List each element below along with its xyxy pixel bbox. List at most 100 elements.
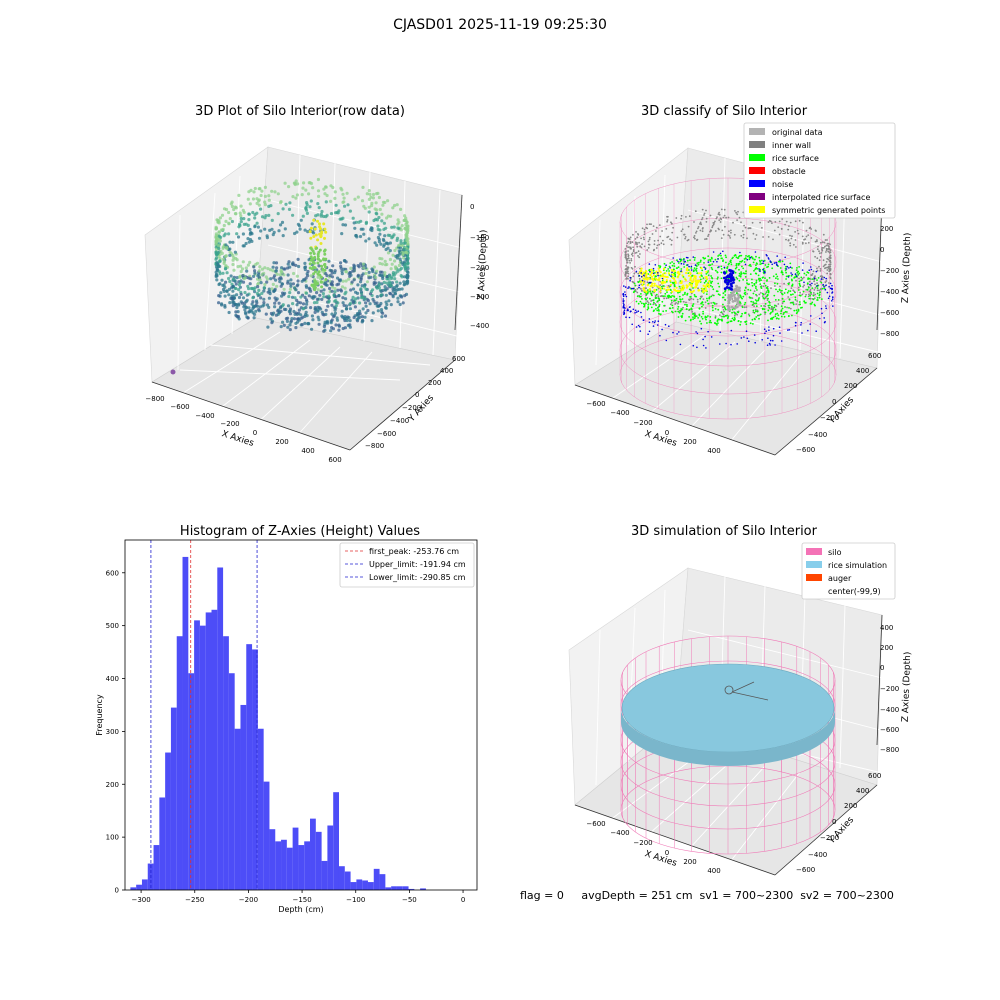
rice-surface-point — [742, 267, 745, 270]
raw-point — [393, 277, 397, 281]
histogram-bar — [141, 879, 148, 890]
inner-wall-point — [704, 238, 706, 241]
raw-point — [306, 322, 310, 326]
z-tick-label: −100 — [470, 234, 489, 242]
raw-point — [364, 271, 368, 275]
original-point — [736, 293, 740, 297]
rice-surface-point — [733, 319, 736, 322]
symmetric-point — [652, 279, 655, 282]
rice-surface-point — [716, 290, 719, 293]
rice-surface-point — [758, 297, 760, 299]
raw-point — [343, 223, 348, 227]
raw-point — [325, 213, 329, 217]
raw-point — [392, 225, 396, 229]
noise-point — [809, 283, 811, 286]
rice-surface-point — [705, 318, 707, 321]
raw-point — [331, 185, 335, 190]
rice-surface-point — [709, 284, 712, 287]
noise-point — [784, 256, 786, 259]
rice-surface-point — [720, 254, 722, 257]
rice-surface-point — [821, 298, 823, 300]
raw-point — [214, 257, 218, 261]
x-tick-label: −800 — [145, 395, 164, 403]
raw-point — [392, 273, 396, 277]
inner-wall-point — [671, 231, 674, 234]
symmetric-point — [642, 271, 645, 274]
rice-surface-point — [735, 264, 738, 267]
inner-wall-point — [781, 218, 784, 220]
rice-surface-point — [671, 307, 674, 309]
raw-point — [406, 265, 410, 269]
raw-point — [287, 294, 291, 299]
rice-surface-point — [806, 289, 809, 291]
raw-point — [220, 303, 224, 307]
histogram-bar — [286, 847, 293, 890]
noise-point — [722, 250, 724, 253]
inner-wall-point — [640, 246, 643, 249]
legend-swatch — [749, 141, 765, 148]
raw-point — [294, 288, 298, 292]
inner-wall-point — [699, 229, 702, 232]
inner-wall-point — [667, 284, 670, 287]
x-tick-label: −200 — [239, 896, 258, 904]
rice-surface-point — [738, 272, 741, 275]
noise-point — [700, 327, 703, 330]
grid-line — [204, 192, 216, 351]
noise-point — [692, 256, 695, 258]
raw-point — [228, 301, 232, 305]
raw-point — [225, 247, 229, 251]
raw-point — [364, 311, 368, 315]
rice-surface-point — [735, 263, 738, 265]
symmetric-point — [648, 288, 651, 291]
inner-wall-point — [827, 248, 829, 251]
rice-surface-point — [684, 303, 686, 306]
inner-wall-point — [648, 236, 651, 239]
inner-wall-point — [794, 220, 797, 223]
rice-surface-point — [777, 318, 780, 320]
rice-surface-point — [738, 268, 740, 271]
raw-point — [222, 260, 226, 264]
rice-surface-point — [781, 292, 783, 295]
rice-surface-point — [794, 291, 796, 294]
z-tick-label: −200 — [880, 267, 899, 275]
raw-point — [378, 273, 382, 277]
rice-surface-point — [698, 314, 701, 317]
noise-point — [640, 316, 643, 318]
rice-surface-point — [767, 304, 770, 307]
rice-surface-point — [677, 291, 679, 294]
inner-wall-point — [682, 300, 685, 303]
rice-surface-point — [703, 281, 706, 284]
raw-point — [247, 287, 251, 291]
raw-point — [325, 320, 329, 324]
raw-point — [405, 226, 409, 230]
inner-wall-point — [789, 307, 792, 310]
inner-wall-point — [825, 244, 828, 247]
inner-wall-point — [663, 297, 665, 300]
noise-point — [669, 267, 671, 269]
rice-surface-point — [762, 297, 765, 299]
raw-point — [287, 207, 292, 211]
rice-surface-point — [796, 271, 799, 274]
raw-point — [299, 218, 303, 222]
noise-point — [730, 273, 734, 277]
rice-surface-point — [803, 272, 806, 275]
symmetric-point — [658, 286, 661, 289]
rice-surface-point — [698, 307, 701, 310]
rice-surface-point — [722, 259, 724, 261]
raw-point — [265, 303, 270, 307]
rice-surface-point — [749, 273, 752, 275]
inner-wall-point — [813, 280, 815, 283]
rice-surface-point — [742, 278, 744, 281]
rice-surface-point — [638, 295, 641, 298]
raw-point — [243, 290, 247, 295]
noise-point — [622, 302, 625, 304]
raw-point — [305, 302, 309, 306]
raw-point — [251, 300, 255, 304]
rice-surface-point — [711, 304, 714, 307]
rice-surface-point — [758, 277, 760, 280]
inner-wall-point — [796, 229, 799, 232]
rice-surface-point — [649, 290, 651, 293]
raw-point — [273, 274, 277, 278]
raw-point — [282, 287, 286, 291]
inner-wall-point — [712, 223, 715, 226]
